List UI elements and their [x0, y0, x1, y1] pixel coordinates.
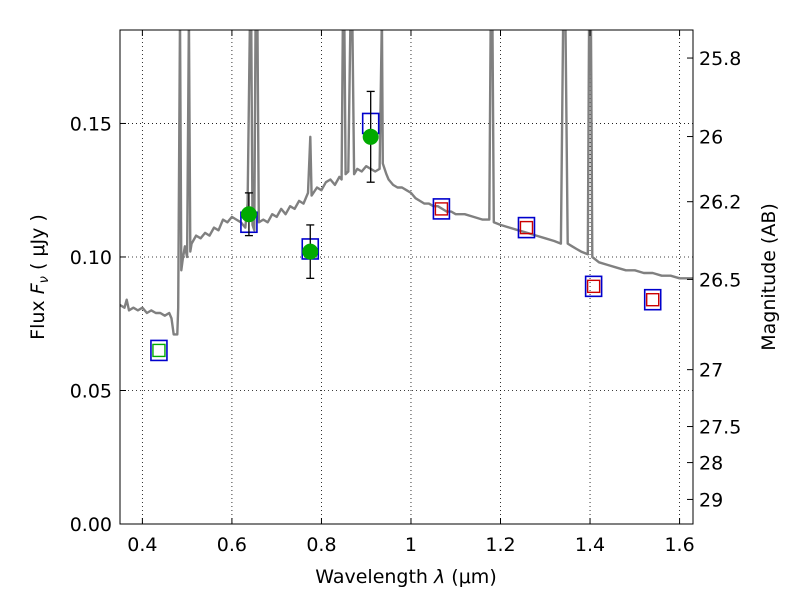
grid-lines	[120, 30, 693, 524]
model-photometry-square	[150, 339, 168, 362]
magnitude-axis-ticks: 25.8 26 26.2 26.5 27 27.5 28 29	[687, 48, 741, 511]
model-photometry-square	[643, 288, 662, 311]
x-axis-title: Wavelength λ (μm)	[315, 566, 496, 588]
magnitude-tick-label: 26.5	[699, 269, 741, 291]
model-photometry-green-square	[152, 343, 166, 358]
observed-flux-point	[302, 243, 319, 260]
y-tick-label: 0.15	[70, 113, 112, 135]
plot-frame	[119, 29, 694, 525]
x-tick-label: 1.4	[575, 534, 605, 556]
magnitude-tick-label: 26.2	[699, 192, 741, 214]
model-photometry-square	[517, 216, 536, 239]
model-photometry-square	[432, 198, 451, 220]
model-photometry-red-square	[434, 202, 449, 216]
x-tick-label: 0.6	[217, 534, 247, 556]
model-photometry-red-square	[586, 279, 601, 294]
model-photometry-square	[584, 275, 603, 298]
observed-flux-point	[240, 206, 257, 223]
model-photometry-red-square	[646, 292, 660, 307]
magnitude-tick-label: 27	[699, 360, 723, 382]
y-axis-ticks: 0.00 0.05 0.10 0.15	[70, 113, 126, 536]
x-tick-label: 0.4	[127, 534, 157, 556]
magnitude-tick-label: 25.8	[699, 48, 741, 70]
x-tick-label: 0.8	[306, 534, 336, 556]
x-tick-label: 1.2	[485, 534, 515, 556]
y-tick-label: 0.10	[70, 247, 112, 269]
y-tick-label: 0.00	[70, 514, 112, 536]
model-spectrum-line	[120, 30, 693, 336]
x-axis-ticks: 0.4 0.6 0.8 1 1.2 1.4 1.6	[127, 30, 695, 556]
magnitude-tick-label: 27.5	[699, 417, 741, 439]
y-tick-label: 0.05	[70, 380, 112, 402]
magnitude-tick-label: 26	[699, 127, 723, 149]
model-spectrum	[120, 30, 693, 336]
model-photometry-red-square	[519, 220, 534, 235]
magnitude-tick-label: 28	[699, 453, 723, 475]
magnitude-tick-label: 29	[699, 489, 723, 511]
y-axis-title: Flux Fν ( μJy )	[27, 214, 52, 340]
x-tick-label: 1.6	[664, 534, 694, 556]
photometry-markers	[150, 90, 662, 362]
observed-flux-point	[362, 128, 379, 145]
magnitude-axis-title: Magnitude (AB)	[758, 203, 780, 351]
x-tick-label: 1	[405, 534, 417, 556]
